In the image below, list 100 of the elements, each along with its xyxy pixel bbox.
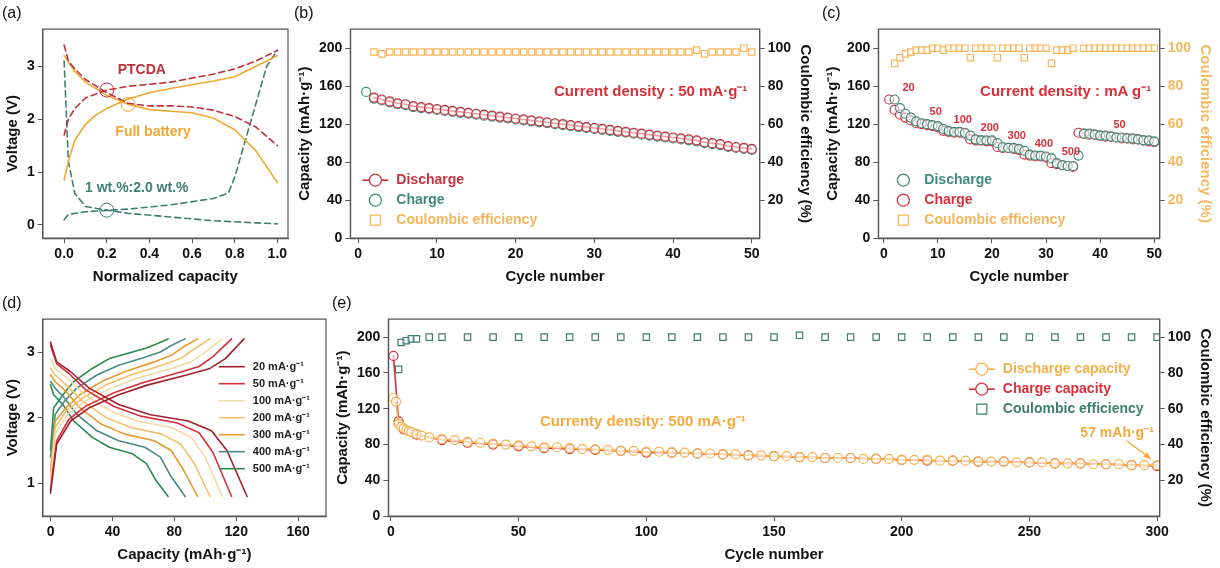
- legend-label: Discharge: [396, 171, 465, 188]
- annotation: Current density : 50 mA·g⁻¹: [554, 82, 748, 100]
- annotation: 57 mAh·g⁻¹: [1080, 424, 1155, 441]
- y-axis-title: Voltage (V): [3, 379, 21, 457]
- y2-tick-label: 40: [767, 153, 784, 170]
- y-tick-label: 80: [364, 435, 381, 452]
- x-tick-label: 250: [1017, 523, 1042, 540]
- x-tick-label: 160: [286, 523, 311, 540]
- chart-title: (d): [2, 294, 22, 312]
- y-tick-label: 0: [334, 229, 343, 246]
- y2-tick-label: 40: [1167, 435, 1184, 452]
- x-tick-label: 200: [890, 523, 914, 540]
- x-tick-label: 80: [166, 523, 183, 540]
- chart-title: (e): [332, 294, 352, 312]
- x-tick-label: 1.0: [267, 245, 288, 262]
- annotation: Full battery: [115, 123, 192, 140]
- x-tick-label: 300: [1145, 523, 1169, 540]
- x-tick-label: 0.4: [139, 245, 160, 262]
- annotation: 400: [1034, 136, 1053, 149]
- x-tick-label: 30: [586, 245, 603, 262]
- annotation: PTCDA: [117, 60, 166, 77]
- y2-tick-label: 20: [1167, 191, 1184, 208]
- y-tick-label: 3: [26, 342, 35, 359]
- y-axis-title: Voltage (V): [3, 95, 21, 173]
- chart-title: (b): [294, 4, 314, 22]
- y-tick-label: 120: [357, 399, 381, 416]
- legend-label: Discharge: [924, 171, 993, 188]
- y2-tick-label: 80: [1167, 77, 1184, 94]
- y-tick-label: 0: [372, 507, 381, 524]
- legend-label: 50 mA·g⁻¹: [252, 376, 305, 389]
- x-tick-label: 0: [387, 523, 396, 540]
- y-tick-label: 40: [854, 191, 871, 208]
- annotation: 500: [1061, 145, 1081, 158]
- legend-label: Charge: [396, 191, 445, 208]
- legend-label: Charge: [924, 191, 973, 208]
- y-tick-label: 1: [26, 474, 35, 491]
- x-tick-label: 0.8: [224, 245, 245, 262]
- y-tick-label: 40: [326, 191, 343, 208]
- x-tick-label: 0: [46, 523, 55, 540]
- y2-tick-label: 100: [1167, 327, 1192, 344]
- legend-label: 500 mA·g⁻¹: [252, 461, 311, 474]
- y-tick-label: 120: [847, 115, 871, 132]
- y-axis-title: Capacity (mAh·g⁻¹): [823, 66, 841, 201]
- chart-title: (c): [822, 4, 841, 22]
- x-tick-label: 20: [984, 245, 1000, 262]
- legend-label: Discharge capacity: [1002, 360, 1131, 377]
- y2-axis-title: Coulombic efficiency (%): [1197, 328, 1215, 507]
- legend-label: 100 mA·g⁻¹: [252, 393, 311, 406]
- x-tick-label: 30: [1038, 245, 1055, 262]
- y-tick-label: 80: [854, 153, 871, 170]
- x-tick-label: 50: [743, 245, 760, 262]
- x-axis-title: Cycle number: [969, 267, 1069, 285]
- y-tick-label: 80: [326, 153, 343, 170]
- y2-tick-label: 40: [1167, 153, 1184, 170]
- x-axis-title: Cycle number: [505, 267, 605, 285]
- annotation: 300: [1007, 128, 1026, 141]
- y-axis-title: Capacity (mAh·g⁻¹): [295, 66, 313, 201]
- x-tick-label: 100: [634, 523, 659, 540]
- y2-tick-label: 60: [767, 115, 784, 132]
- x-axis-title: Cycle number: [724, 545, 824, 563]
- x-tick-label: 10: [429, 245, 445, 262]
- x-tick-label: 10: [930, 245, 946, 262]
- y-tick-label: 200: [357, 327, 381, 344]
- x-tick-label: 0.0: [54, 245, 75, 262]
- x-axis-title: Capacity (mAh·g⁻¹): [117, 545, 252, 563]
- y2-tick-label: 100: [1167, 39, 1192, 56]
- annotation: 200: [980, 121, 999, 134]
- y-tick-label: 200: [847, 39, 871, 56]
- x-tick-label: 120: [224, 523, 249, 540]
- legend-label: Coulombic efficiency: [924, 211, 1066, 228]
- y-tick-label: 2: [26, 110, 35, 127]
- x-tick-label: 40: [1092, 245, 1109, 262]
- legend-label: 400 mA·g⁻¹: [252, 444, 311, 457]
- y-tick-label: 160: [357, 363, 381, 380]
- legend-label: Coulombic efficiency: [1002, 400, 1144, 417]
- legend-label: 20 mA·g⁻¹: [252, 359, 305, 372]
- x-tick-label: 0.6: [182, 245, 202, 262]
- y2-tick-label: 20: [767, 191, 784, 208]
- y2-tick-label: 60: [1167, 115, 1184, 132]
- legend-label: Charge capacity: [1002, 380, 1112, 397]
- y2-axis-title: Coulombic efficiency (%): [797, 44, 815, 223]
- x-tick-label: 40: [104, 523, 121, 540]
- legend-label: 200 mA·g⁻¹: [252, 410, 311, 423]
- x-tick-label: 40: [665, 245, 682, 262]
- y2-axis-title: Coulombic efficiency (%): [1197, 44, 1215, 223]
- x-tick-label: 0.2: [97, 245, 117, 262]
- y2-tick-label: 80: [1167, 363, 1184, 380]
- x-tick-label: 20: [507, 245, 524, 262]
- y-tick-label: 200: [319, 39, 343, 56]
- y-tick-label: 160: [319, 77, 343, 94]
- annotation: Currenty density: 500 mA·g⁻¹: [539, 411, 746, 429]
- y2-tick-label: 100: [767, 39, 792, 56]
- y-tick-label: 160: [847, 77, 871, 94]
- y2-tick-label: 60: [1167, 399, 1184, 416]
- annotation: 100: [953, 112, 972, 125]
- y-axis-title: Capacity (mAh·g⁻¹): [333, 350, 351, 485]
- x-axis-title: Normalized capacity: [92, 267, 239, 285]
- y-tick-label: 0: [26, 215, 35, 232]
- legend-label: 300 mA·g⁻¹: [252, 427, 311, 440]
- x-tick-label: 0: [879, 245, 888, 262]
